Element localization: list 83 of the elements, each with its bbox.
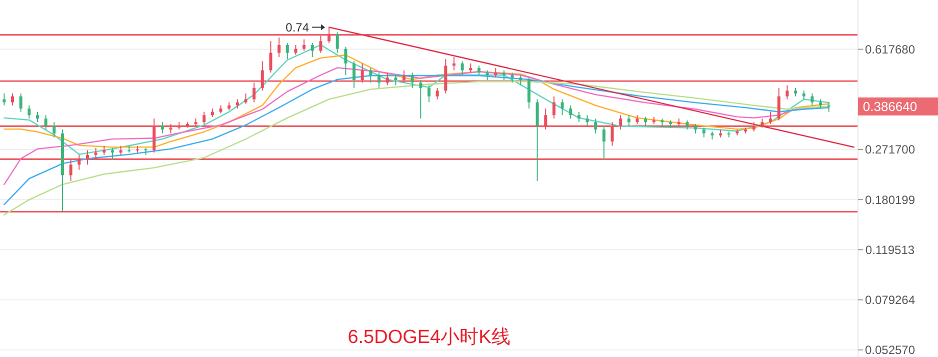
candlestick bbox=[577, 111, 580, 123]
candlestick bbox=[827, 102, 830, 112]
candlestick bbox=[486, 70, 489, 81]
text: 6.5DOGE4小时K线 bbox=[348, 327, 510, 348]
candlestick bbox=[702, 127, 706, 138]
candlestick bbox=[119, 145, 122, 156]
candlestick bbox=[336, 32, 339, 54]
candlestick bbox=[69, 159, 72, 182]
candlestick bbox=[94, 148, 98, 160]
candlestick bbox=[477, 65, 480, 76]
candlestick bbox=[378, 72, 381, 88]
candlestick bbox=[602, 125, 606, 160]
candlestick bbox=[260, 60, 264, 92]
candlestick bbox=[527, 77, 530, 110]
candlestick bbox=[44, 114, 48, 130]
candlestick bbox=[10, 92, 14, 106]
candlestick bbox=[627, 114, 630, 126]
candlestick bbox=[586, 114, 589, 126]
candlestick bbox=[610, 122, 614, 146]
candlestick bbox=[810, 92, 814, 106]
candlestick bbox=[428, 84, 430, 103]
y-tick-label: 0.271700 bbox=[864, 142, 916, 157]
candlestick bbox=[694, 123, 698, 134]
candlestick bbox=[386, 72, 389, 86]
candlestick bbox=[760, 118, 764, 128]
candlestick bbox=[78, 154, 81, 170]
candlestick bbox=[594, 118, 598, 134]
candlestick bbox=[102, 145, 106, 156]
y-tick-label: 0.180199 bbox=[864, 192, 916, 207]
candlestick bbox=[369, 67, 372, 84]
candlestick bbox=[752, 122, 756, 132]
candlestick bbox=[402, 70, 406, 84]
candlestick bbox=[769, 111, 772, 124]
y-tick-label: 0.119513 bbox=[865, 242, 915, 257]
candlestick bbox=[28, 104, 31, 120]
candlestick bbox=[286, 42, 289, 60]
candlestick bbox=[560, 98, 564, 116]
y-tick-label: 0.079264 bbox=[864, 293, 916, 307]
candlestick bbox=[310, 42, 314, 58]
candlestick bbox=[110, 148, 114, 160]
candlestick bbox=[394, 74, 398, 86]
candlestick bbox=[686, 120, 689, 130]
candlestick bbox=[544, 108, 548, 130]
candlestick bbox=[510, 72, 514, 84]
candlestick bbox=[536, 98, 539, 182]
candlestick bbox=[252, 82, 256, 103]
candlestick bbox=[344, 46, 348, 76]
candlestick bbox=[169, 123, 172, 134]
candlestick bbox=[494, 67, 498, 78]
candlestick bbox=[236, 98, 239, 110]
candlestick bbox=[294, 44, 298, 56]
candlestick bbox=[552, 96, 556, 120]
candlestick bbox=[202, 111, 206, 124]
candlestick bbox=[360, 62, 364, 84]
candlestick bbox=[328, 26, 331, 44]
candlestick bbox=[436, 87, 439, 100]
candlestick bbox=[777, 87, 780, 121]
candlestick bbox=[786, 84, 789, 100]
candlestick bbox=[278, 37, 281, 58]
candlestick bbox=[19, 92, 22, 112]
y-tick-label: 0.617680 bbox=[864, 42, 916, 56]
candlestick bbox=[244, 92, 248, 104]
candlestick bbox=[2, 92, 6, 106]
candlestick bbox=[52, 122, 56, 138]
candlestick bbox=[302, 38, 306, 52]
y-tick-label: 0.052570 bbox=[864, 343, 916, 357]
candlestick bbox=[36, 111, 39, 123]
candlestick bbox=[160, 122, 164, 134]
candlestick bbox=[419, 80, 422, 120]
candlestick bbox=[819, 98, 822, 110]
candlestick bbox=[469, 62, 472, 74]
candlestick bbox=[502, 70, 506, 81]
annotation: 0.74 bbox=[286, 20, 310, 34]
candlestick bbox=[619, 114, 622, 130]
candlestick bbox=[460, 60, 464, 76]
candlestick bbox=[269, 40, 272, 74]
candlestick bbox=[352, 60, 356, 88]
candlestick bbox=[319, 35, 322, 54]
text: 0.386640 bbox=[862, 99, 918, 114]
candlestick bbox=[86, 150, 89, 166]
candlestick bbox=[569, 104, 572, 120]
candlestick bbox=[410, 72, 414, 88]
candlestick bbox=[519, 74, 522, 86]
